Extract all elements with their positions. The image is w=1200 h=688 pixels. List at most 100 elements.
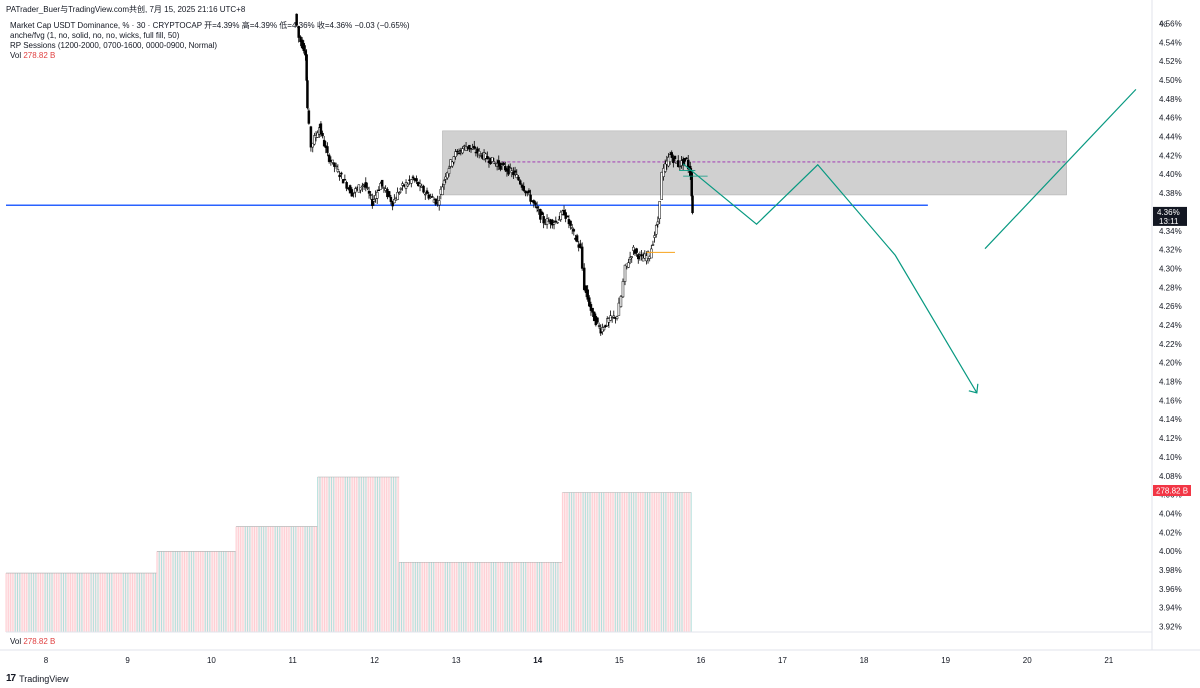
candle-body <box>425 190 429 194</box>
candle-body <box>391 200 394 207</box>
price-tick-label: 4.52% <box>1159 57 1182 66</box>
candle-body <box>371 198 374 206</box>
price-tick-label: 3.96% <box>1159 585 1182 594</box>
time-tick-label: 9 <box>125 656 130 665</box>
candle-body <box>389 196 393 202</box>
symbol-line[interactable]: Market Cap USDT Dominance, % · 30 · CRYP… <box>10 21 410 30</box>
price-tick-label: 4.42% <box>1159 151 1182 160</box>
time-tick-label: 8 <box>44 656 49 665</box>
vol-pane-label: Vol <box>10 637 22 646</box>
candle-body <box>367 190 371 194</box>
candle-body <box>452 156 456 163</box>
candle-body <box>354 188 357 193</box>
candle-body <box>683 158 687 162</box>
time-tick-label: 10 <box>207 656 216 665</box>
candle-body <box>333 162 336 167</box>
candle-body <box>512 171 515 176</box>
time-tick-label: 14 <box>533 656 542 665</box>
candle-body <box>597 325 601 327</box>
candle-body <box>522 185 526 191</box>
indicator-sessions[interactable]: RP Sessions (1200-2000, 0700-1600, 0000-… <box>10 41 218 50</box>
candle-body <box>672 157 675 164</box>
candle-body <box>517 176 520 181</box>
candle-body <box>299 36 302 43</box>
time-tick-label: 21 <box>1104 656 1113 665</box>
candle-body <box>552 222 556 225</box>
candle-body <box>411 176 415 179</box>
candle-body <box>343 179 347 181</box>
vol-legend[interactable]: Vol 278.82 B <box>10 51 55 60</box>
candle-body <box>345 182 348 189</box>
candle-body <box>676 160 680 167</box>
time-tick-label: 18 <box>860 656 869 665</box>
candle-body <box>579 243 582 249</box>
candle-body <box>668 154 672 163</box>
candle-body <box>380 179 384 187</box>
candle-body <box>297 25 300 38</box>
candle-body <box>473 145 476 149</box>
candle-body <box>584 285 588 293</box>
indicator-fvg[interactable]: anche/fvg (1, no, solid, no, no, wicks, … <box>10 31 180 40</box>
candle-body <box>471 147 474 150</box>
candle-body <box>507 165 510 175</box>
time-tick-label: 13 <box>452 656 461 665</box>
candle-body <box>651 244 655 246</box>
candle-body <box>341 179 345 184</box>
candle-body <box>477 150 481 156</box>
candle-body <box>542 216 545 224</box>
candle-body <box>486 155 489 160</box>
candle-body <box>615 316 619 319</box>
candle-body <box>678 165 682 168</box>
vol-pane-value: 278.82 B <box>23 637 56 646</box>
current-price-label: 4.36% <box>1157 208 1180 217</box>
candle-body <box>321 132 324 137</box>
candle-body <box>366 187 369 189</box>
candle-body <box>637 254 640 260</box>
candle-body <box>621 281 625 298</box>
candle-body <box>686 159 690 170</box>
price-tick-label: 4.02% <box>1159 528 1182 537</box>
price-tick-label: 4.22% <box>1159 340 1182 349</box>
candle-body <box>441 186 444 196</box>
candle-body <box>685 157 688 159</box>
candle-body <box>313 135 316 145</box>
price-tick-label: 4.50% <box>1159 76 1182 85</box>
price-tick-label: 4.46% <box>1159 114 1182 123</box>
candle-body <box>377 189 381 192</box>
candle-body <box>500 164 504 166</box>
price-tick-label: 4.28% <box>1159 283 1182 292</box>
candle-body <box>446 172 449 179</box>
candle-body <box>575 235 579 242</box>
candle-body <box>424 193 427 196</box>
candle-body <box>468 144 471 150</box>
price-tick-label: 4.54% <box>1159 38 1182 47</box>
candle-body <box>492 161 496 164</box>
candle-body <box>653 235 656 238</box>
candle-body <box>369 194 372 196</box>
vol-pane-legend[interactable]: Vol 278.82 B <box>10 637 55 646</box>
tradingview-footer[interactable]: 17 TradingView <box>6 673 69 684</box>
candle-body <box>331 159 334 163</box>
candle-body <box>316 132 319 138</box>
candle-body <box>326 146 329 153</box>
candle-body <box>619 296 623 308</box>
price-tick-label: 4.24% <box>1159 321 1182 330</box>
candle-body <box>513 170 517 173</box>
candle-body <box>379 183 382 190</box>
time-tick-label: 12 <box>370 656 379 665</box>
candle-body <box>588 297 591 307</box>
price-tick-label: 3.98% <box>1159 566 1182 575</box>
candle-body <box>559 212 563 220</box>
candle-body <box>602 327 606 331</box>
tradingview-brand: TradingView <box>19 673 69 684</box>
candle-body <box>295 13 298 26</box>
candle-body <box>508 167 512 169</box>
price-tick-label: 4.14% <box>1159 415 1182 424</box>
price-tick-label: 4.18% <box>1159 378 1182 387</box>
candle-body <box>309 126 313 148</box>
candle-body <box>319 123 323 135</box>
candle-body <box>451 161 454 167</box>
candle-body <box>535 206 539 209</box>
tradingview-logo-icon: 17 <box>6 673 16 684</box>
